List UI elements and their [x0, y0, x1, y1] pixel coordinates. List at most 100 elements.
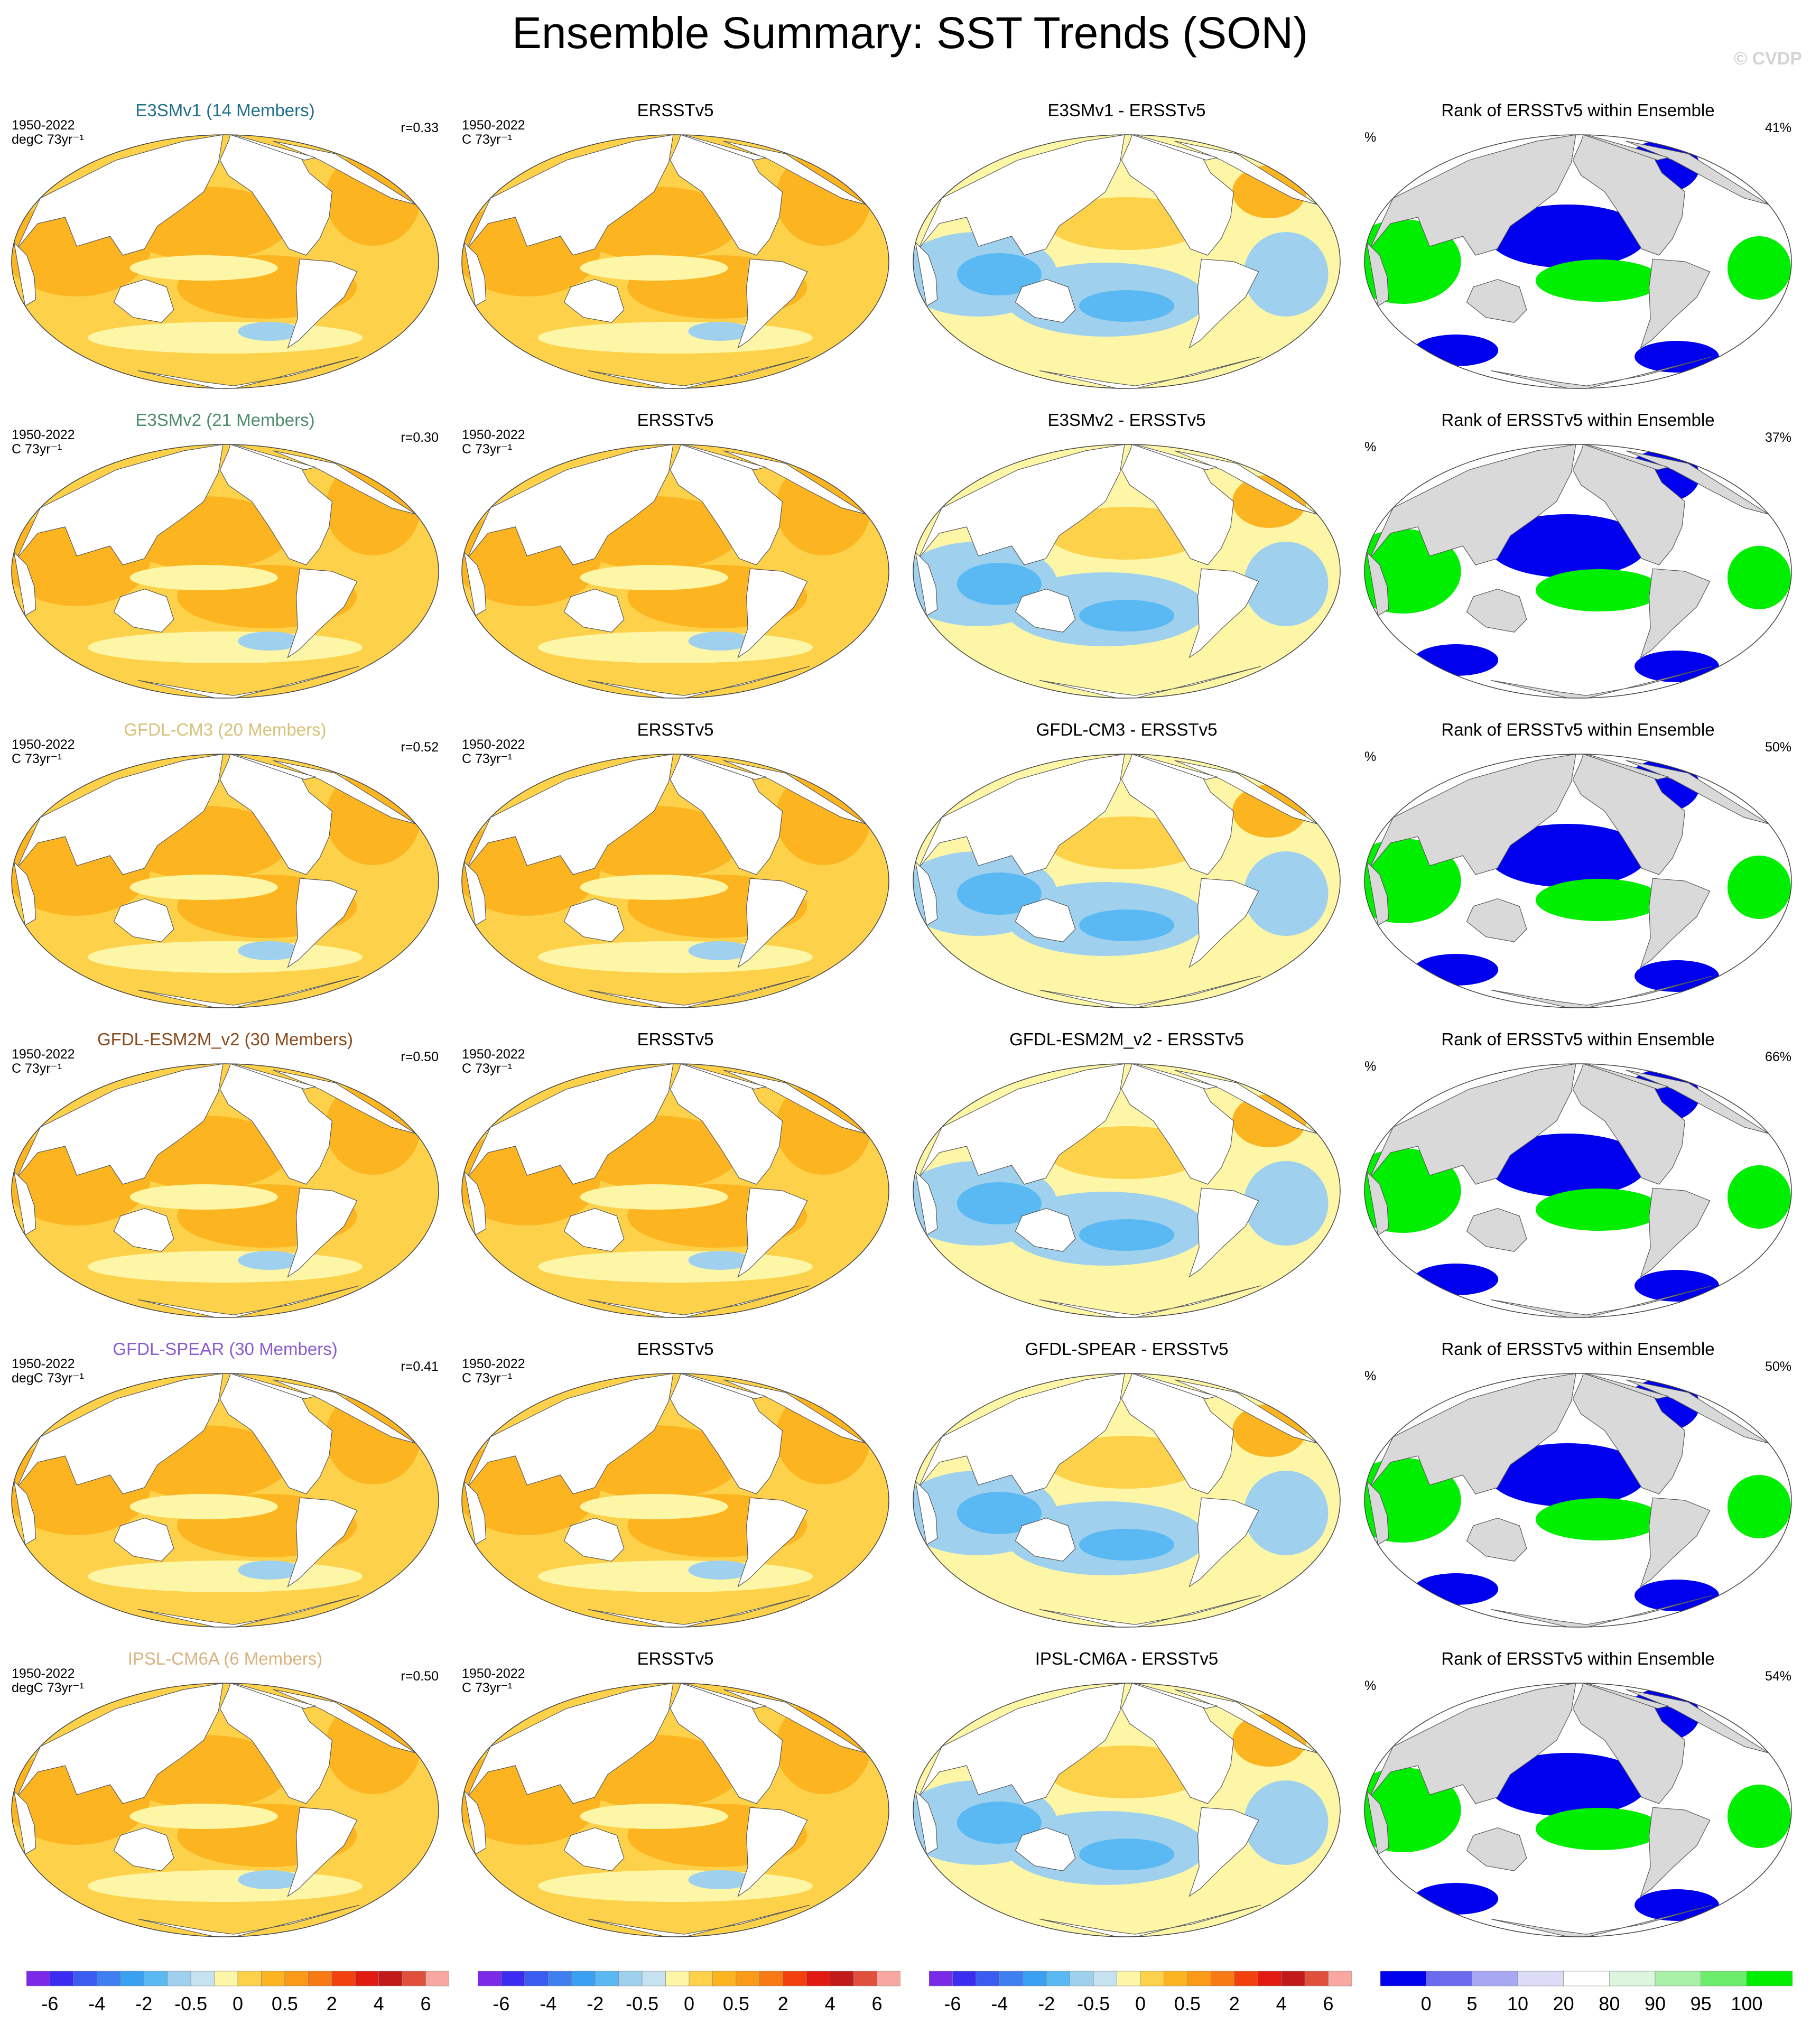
period-units-label: 1950-2022 C 73yr⁻¹	[12, 1047, 75, 1076]
land-antarctica	[1039, 356, 1261, 388]
percent-symbol: %	[1364, 1678, 1377, 1693]
field-patch	[580, 255, 728, 281]
colorbar-tick-label: -2	[587, 1993, 603, 2014]
land-asia	[918, 135, 1125, 256]
field-patch	[1488, 514, 1647, 578]
map-border	[913, 1373, 1341, 1628]
land-samerica	[1640, 258, 1711, 349]
field-patch	[580, 565, 728, 590]
obs-title: ERSSTv5	[637, 720, 714, 739]
map-border	[461, 1373, 889, 1628]
land-australia	[563, 278, 625, 323]
difference-title: IPSL-CM6A - ERSSTv5	[1035, 1649, 1219, 1668]
ensemble-row: E3SMv1 (14 Members) 1950-2022 degC 73yr⁻¹ r…	[0, 100, 1820, 411]
land-antarctica	[1490, 976, 1713, 1008]
map	[913, 444, 1341, 699]
map-border	[11, 1683, 439, 1937]
land-greenland	[1132, 135, 1218, 161]
colorbar-tick-label: 6	[421, 1993, 431, 2014]
colorbar-swatch	[26, 1971, 50, 1986]
colorbar-swatch	[1211, 1971, 1235, 1986]
land-greenland	[1583, 135, 1669, 161]
land-australia	[1466, 278, 1527, 323]
land-greenland	[1132, 444, 1218, 470]
land-greenland	[230, 754, 316, 780]
colorbar-swatch	[261, 1971, 285, 1986]
land-europe	[723, 141, 867, 205]
land-asia	[1369, 1064, 1576, 1185]
period-units-label: 1950-2022 C 73yr⁻¹	[462, 118, 525, 147]
colorbar-svg: -6 -4 -2 -0.5 0 0.5 2 4 6	[478, 1971, 900, 2014]
land-namerica	[670, 135, 783, 256]
field-patch	[1488, 1443, 1647, 1507]
field-patch	[1414, 335, 1499, 366]
land-samerica	[1640, 878, 1711, 968]
field-patch	[688, 941, 752, 960]
field-patch	[538, 1561, 813, 1592]
field-patch	[1727, 1165, 1791, 1229]
land-greenland	[1583, 1064, 1669, 1090]
map-border	[11, 444, 439, 699]
rank-title: Rank of ERSSTv5 within Ensemble	[1441, 410, 1715, 430]
land-africa	[13, 1171, 36, 1236]
difference-title: E3SMv1 - ERSSTv5	[1047, 100, 1206, 120]
colorbar-tick-label: 4	[374, 1993, 384, 2014]
land-samerica	[1188, 258, 1259, 349]
land-africa	[915, 551, 938, 616]
colorbar-swatch	[1380, 1971, 1426, 1986]
land-namerica	[1121, 1683, 1234, 1804]
field-patch	[129, 1184, 278, 1210]
land-antarctica	[588, 976, 810, 1008]
land-greenland	[681, 1373, 766, 1399]
land-africa	[915, 242, 938, 307]
land-greenland	[681, 754, 766, 780]
period-label: 1950-2022	[462, 118, 525, 133]
percent-symbol: %	[1364, 749, 1377, 764]
rank-panel: Rank of ERSSTv5 within Ensemble% 54%	[1353, 1649, 1803, 1960]
colorbar-swatch	[689, 1971, 713, 1986]
land-antarctica	[1490, 1905, 1713, 1937]
land-australia	[113, 588, 174, 633]
colorbar-tick-label: -6	[944, 1993, 961, 2014]
model-title: GFDL-SPEAR (30 Members)	[113, 1339, 338, 1359]
field-patch	[238, 322, 302, 341]
field-patch	[238, 941, 302, 960]
units-label: C 73yr⁻¹	[462, 1681, 513, 1695]
map	[461, 1683, 889, 1937]
percent-symbol: %	[1364, 440, 1377, 454]
colorbar-swatch	[167, 1971, 191, 1986]
rank-title: Rank of ERSSTv5 within Ensemble	[1441, 100, 1715, 120]
colorbar-swatch	[1070, 1971, 1094, 1986]
land-australia	[113, 898, 174, 942]
map-border	[913, 1683, 1341, 1937]
colorbar-tick-label: 0.5	[723, 1993, 749, 2014]
land-greenland	[230, 1683, 316, 1709]
colorbar-tick-label: 0	[233, 1993, 243, 2014]
land-africa	[463, 551, 487, 616]
obs-title: ERSSTv5	[637, 1339, 714, 1359]
land-greenland	[1132, 1373, 1218, 1399]
model-title: GFDL-ESM2M_v2 (30 Members)	[97, 1029, 354, 1049]
colorbar-swatch	[1563, 1971, 1610, 1986]
map-border	[1364, 1373, 1792, 1628]
land-europe	[1626, 760, 1769, 824]
period-label: 1950-2022	[462, 737, 525, 752]
difference-panel: GFDL-SPEAR - ERSSTv5	[902, 1339, 1352, 1650]
land-samerica	[287, 568, 358, 658]
land-antarctica	[588, 1285, 810, 1317]
field-patch	[538, 1870, 813, 1902]
field-patch	[957, 1492, 1042, 1534]
land-greenland	[1132, 754, 1218, 780]
land-europe	[273, 1689, 416, 1753]
land-australia	[1466, 1208, 1527, 1252]
land-africa	[1366, 242, 1389, 307]
colorbar-tick-label: 5	[1466, 1993, 1477, 2014]
colorbar-tick-label: 0	[684, 1993, 694, 2014]
land-greenland	[1132, 1683, 1218, 1709]
ensemble-row: IPSL-CM6A (6 Members) 1950-2022 degC 73yr⁻…	[0, 1649, 1820, 1960]
colorbar-swatch	[478, 1971, 502, 1986]
colorbar-swatch	[1517, 1971, 1564, 1986]
land-namerica	[219, 1064, 333, 1185]
period-units-label: 1950-2022 C 73yr⁻¹	[462, 428, 525, 457]
rank-percentage: 54%	[1765, 1669, 1791, 1684]
